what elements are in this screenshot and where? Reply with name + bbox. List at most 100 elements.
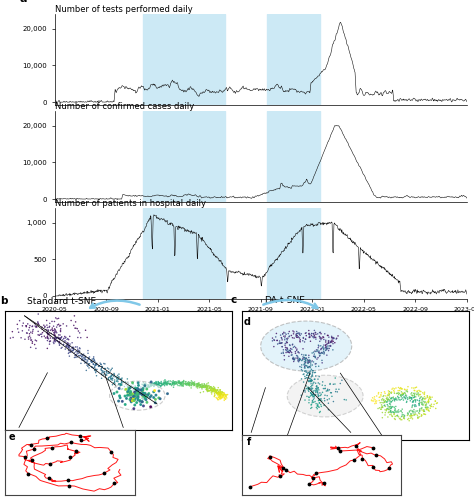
Point xyxy=(216,393,224,401)
Point xyxy=(399,391,406,399)
Point xyxy=(301,364,308,372)
Point xyxy=(51,338,59,346)
Point xyxy=(423,403,431,411)
Point xyxy=(424,404,432,412)
Point xyxy=(148,379,156,387)
Point xyxy=(109,375,116,383)
Point xyxy=(287,347,294,355)
Point xyxy=(180,381,187,389)
Point xyxy=(324,339,332,347)
Point xyxy=(162,379,170,387)
Point xyxy=(279,343,286,351)
Point xyxy=(222,392,230,400)
Point xyxy=(412,398,419,406)
Point xyxy=(166,377,174,385)
Point xyxy=(296,331,303,338)
Point xyxy=(306,364,314,372)
Point xyxy=(134,393,142,401)
Point xyxy=(204,385,212,393)
Point xyxy=(312,329,319,336)
Point xyxy=(325,399,332,407)
Point xyxy=(147,382,155,390)
Point xyxy=(82,354,89,362)
Point xyxy=(153,381,161,389)
Point xyxy=(205,387,212,395)
Point xyxy=(324,345,331,353)
Point xyxy=(148,381,155,389)
Point xyxy=(126,396,134,404)
Point xyxy=(273,336,281,344)
Point xyxy=(153,380,161,388)
Point xyxy=(44,344,51,352)
Point xyxy=(433,400,440,408)
Point xyxy=(301,372,309,380)
Point xyxy=(52,334,60,342)
Point xyxy=(372,398,379,406)
Point xyxy=(303,362,310,370)
Point xyxy=(117,375,124,383)
Point xyxy=(212,388,219,396)
Point xyxy=(280,332,288,340)
Point xyxy=(109,376,116,384)
Point xyxy=(31,336,39,344)
Point xyxy=(419,401,427,409)
Point xyxy=(334,388,341,396)
Point xyxy=(164,379,172,387)
Point xyxy=(143,394,151,402)
Point xyxy=(375,393,383,401)
Point xyxy=(169,379,177,387)
Point xyxy=(117,381,124,389)
Bar xyxy=(267,111,320,202)
Point xyxy=(201,383,209,391)
Point xyxy=(83,356,91,364)
Point xyxy=(385,406,392,414)
Point xyxy=(69,347,76,355)
Point xyxy=(403,397,410,405)
Point xyxy=(306,384,313,392)
Point xyxy=(133,394,141,402)
Point xyxy=(214,389,222,397)
Point xyxy=(221,395,229,403)
Point xyxy=(85,361,93,369)
Point xyxy=(306,374,313,382)
Point xyxy=(271,336,278,344)
Point xyxy=(308,376,315,384)
Point xyxy=(170,380,178,388)
Point xyxy=(52,328,60,335)
Point xyxy=(311,375,319,383)
Point xyxy=(390,393,397,401)
Point xyxy=(380,396,388,404)
Point xyxy=(71,351,79,359)
Point xyxy=(411,411,419,419)
Point xyxy=(317,329,324,336)
Point xyxy=(392,408,400,415)
Point xyxy=(302,331,310,339)
Point xyxy=(83,358,91,366)
Point xyxy=(214,391,222,399)
Point xyxy=(315,397,322,405)
Point xyxy=(409,408,416,415)
Point xyxy=(315,347,323,355)
Point xyxy=(102,371,110,379)
Point xyxy=(161,382,168,390)
Point xyxy=(32,323,40,331)
Point xyxy=(409,415,416,423)
Point xyxy=(136,396,143,404)
Point xyxy=(315,341,322,349)
Point xyxy=(418,401,426,409)
Point xyxy=(425,396,433,404)
Point xyxy=(76,352,83,360)
Point xyxy=(216,389,223,397)
Point xyxy=(51,326,59,333)
Point xyxy=(134,388,141,396)
Point xyxy=(186,381,193,389)
Point xyxy=(430,401,438,409)
Point xyxy=(212,394,220,402)
Point xyxy=(52,333,59,341)
Text: Number of tests performed daily: Number of tests performed daily xyxy=(55,5,192,14)
Point xyxy=(393,407,401,415)
Point xyxy=(210,387,218,395)
Point xyxy=(148,380,155,388)
Point xyxy=(80,353,88,361)
Point xyxy=(82,327,89,334)
